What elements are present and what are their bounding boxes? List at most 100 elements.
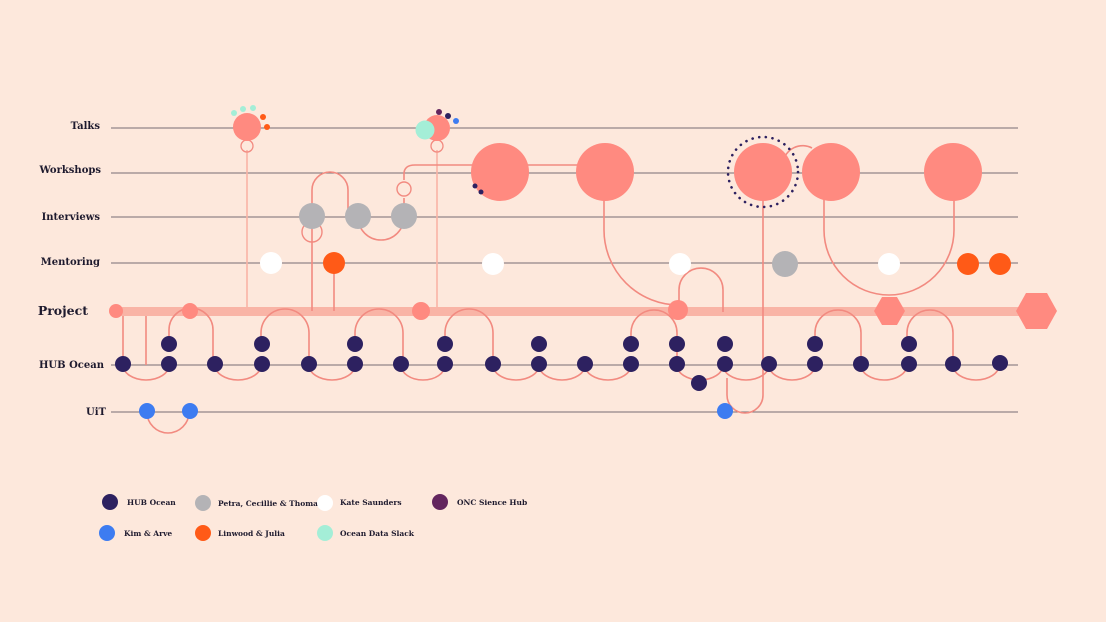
hub-ocean-dot (393, 356, 409, 372)
hub-ocean-dot (901, 356, 917, 372)
lane-label-talks: Talks (71, 121, 101, 132)
linwood-julia-dot (989, 253, 1011, 275)
lane-label-workshops: Workshops (39, 165, 102, 176)
lane-label-hub-ocean: HUB Ocean (39, 360, 105, 371)
workshop-ring (396, 181, 412, 197)
mentoring-events (260, 251, 1011, 277)
ocean-data-slack-dot (240, 106, 246, 112)
hub-ocean-dot (717, 336, 733, 352)
interview-events (299, 203, 417, 243)
hub-ocean-dot (478, 189, 484, 195)
legend-label-onc-sience-hub: ONC Sience Hub (457, 498, 527, 507)
hub-ocean-dot (301, 356, 317, 372)
uit-events (139, 403, 733, 419)
legend-label-petra-cecillie-thomas: Petra, Cecillie & Thomas (218, 499, 322, 508)
project-markers (109, 293, 1057, 329)
workshop-event (924, 143, 982, 201)
workshop-event (802, 143, 860, 201)
legend-item-kate-saunders: Kate Saunders (317, 495, 402, 511)
hub-ocean-dot (669, 336, 685, 352)
ocean-data-slack-dot (415, 120, 435, 140)
talk-event (233, 113, 261, 141)
linwood-julia-dot (260, 114, 266, 120)
hub-ocean-dot (254, 356, 270, 372)
kate-saunders-dot (482, 253, 504, 275)
project-marker (182, 303, 198, 319)
kim-arve-dot (139, 403, 155, 419)
kate-saunders-dot (260, 252, 282, 274)
hub-ocean-dot (207, 356, 223, 372)
legend-label-linwood-julia: Linwood & Julia (218, 529, 285, 538)
legend-swatch-onc-sience-hub (432, 494, 448, 510)
linwood-julia-dot (323, 252, 345, 274)
workshop-event (471, 143, 529, 201)
legend-label-hub-ocean: HUB Ocean (127, 498, 176, 507)
hub-ocean-dot (437, 356, 453, 372)
lane-label-project: Project (38, 303, 88, 318)
workshop-events (396, 135, 982, 209)
hub-ocean-dot (254, 336, 270, 352)
hub-ocean-dot (992, 355, 1008, 371)
legend-item-onc-sience-hub: ONC Sience Hub (432, 494, 527, 510)
legend-swatch-kate-saunders (317, 495, 333, 511)
hub-ocean-dot (945, 356, 961, 372)
hub-ocean-dot (531, 336, 547, 352)
petra-cecillie-thomas-dot (299, 203, 325, 229)
hub-ocean-dot (623, 356, 639, 372)
hub-ocean-dot (807, 356, 823, 372)
hub-ocean-dot (623, 336, 639, 352)
lane-labels: Talks Workshops Interviews Mentoring Pro… (38, 121, 107, 418)
project-marker (668, 300, 688, 320)
hub-ocean-dotted-ring (726, 135, 800, 209)
linwood-julia-dot (264, 124, 270, 130)
petra-cecillie-thomas-dot (345, 203, 371, 229)
talks-events (231, 105, 459, 153)
hub-ocean-dot (347, 356, 363, 372)
hub-ocean-dot (901, 336, 917, 352)
hub-ocean-dot (717, 356, 733, 372)
legend-item-petra-cecillie-thomas: Petra, Cecillie & Thomas (195, 495, 322, 511)
project-end-hexagon (1016, 293, 1057, 329)
project-bar (116, 307, 1024, 316)
lane-label-interviews: Interviews (42, 212, 101, 223)
legend-item-kim-arve: Kim & Arve (99, 525, 172, 541)
ocean-data-slack-dot (250, 105, 256, 111)
onc-sience-hub-dot (436, 109, 442, 115)
kim-arve-dot (453, 118, 459, 124)
project-marker (412, 302, 430, 320)
kim-arve-dot (717, 403, 733, 419)
workshop-event (576, 143, 634, 201)
petra-cecillie-thomas-dot (772, 251, 798, 277)
legend-swatch-ocean-data-slack (317, 525, 333, 541)
hub-ocean-dot (161, 356, 177, 372)
legend-label-kate-saunders: Kate Saunders (340, 498, 402, 507)
legend-swatch-kim-arve (99, 525, 115, 541)
hub-ocean-dot (445, 113, 451, 119)
hub-ocean-dot (691, 375, 707, 391)
project-hexagon (874, 297, 905, 325)
lane-label-uit: UiT (86, 407, 107, 418)
petra-cecillie-thomas-dot (391, 203, 417, 229)
kate-saunders-dot (878, 253, 900, 275)
legend-item-linwood-julia: Linwood & Julia (195, 525, 285, 541)
hub-ocean-events (115, 336, 1008, 391)
legend-item-hub-ocean: HUB Ocean (102, 494, 176, 510)
lane-label-mentoring: Mentoring (41, 257, 100, 268)
legend: HUB Ocean Petra, Cecillie & Thomas Kate … (99, 494, 527, 541)
hub-ocean-dot (347, 336, 363, 352)
legend-label-kim-arve: Kim & Arve (124, 529, 172, 538)
linwood-julia-dot (957, 253, 979, 275)
legend-swatch-linwood-julia (195, 525, 211, 541)
hub-ocean-dot (485, 356, 501, 372)
hub-ocean-dot (577, 356, 593, 372)
project-marker (109, 304, 123, 318)
hub-ocean-dot (531, 356, 547, 372)
hub-ocean-dot (853, 356, 869, 372)
hub-ocean-dot (761, 356, 777, 372)
hub-ocean-dot (472, 183, 478, 189)
hub-ocean-dot (115, 356, 131, 372)
hub-ocean-dot (161, 336, 177, 352)
kim-arve-dot (182, 403, 198, 419)
legend-swatch-hub-ocean (102, 494, 118, 510)
